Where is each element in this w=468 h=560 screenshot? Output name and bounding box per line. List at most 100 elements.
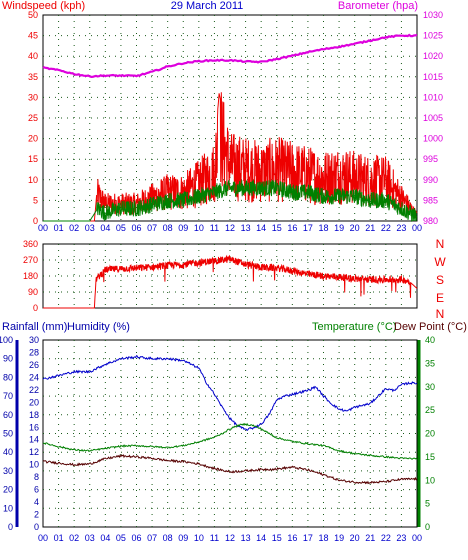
direction-degree-tick: 180 xyxy=(23,271,38,281)
wind-direction-series xyxy=(43,254,418,309)
p3-x-tick: 09 xyxy=(178,533,188,543)
p3-x-tick: 20 xyxy=(350,533,360,543)
p1-x-tick: 00 xyxy=(38,223,48,233)
p1-x-tick: 00 xyxy=(412,223,422,233)
windspeed-tick-label: 40 xyxy=(28,51,38,61)
barometer-tick-label: 980 xyxy=(423,216,438,226)
p1-x-tick: 17 xyxy=(303,223,313,233)
p1-x-tick: 23 xyxy=(396,223,406,233)
p3-x-tick: 11 xyxy=(210,533,219,543)
barometer-tick-label: 1000 xyxy=(423,134,443,144)
humidity-line xyxy=(42,355,418,432)
p3-x-tick: 10 xyxy=(194,533,204,543)
dewpoint-axis-label: Dew Point (°C) xyxy=(394,321,467,333)
humidity-tick-label: 10 xyxy=(3,503,13,513)
p1-x-tick: 15 xyxy=(272,223,282,233)
barometer-tick-label: 1015 xyxy=(423,72,443,82)
windspeed-tick-label: 50 xyxy=(28,10,38,20)
temperature-tick-label: 30 xyxy=(425,382,435,392)
p3-x-tick: 17 xyxy=(303,533,313,543)
barometer-tick-label: 1020 xyxy=(423,51,443,61)
rainfall-tick-label: 24 xyxy=(29,372,39,382)
cardinal-direction-label: E xyxy=(436,291,444,305)
p1-x-tick: 07 xyxy=(147,223,157,233)
p3-x-tick: 08 xyxy=(163,533,173,543)
rainfall-tick-label: 30 xyxy=(29,335,39,345)
barometer-line xyxy=(42,33,418,79)
humidity-tick-label: 90 xyxy=(3,354,13,364)
rainfall-tick-label: 28 xyxy=(29,347,39,357)
humidity-tick-label: 100 xyxy=(0,335,13,345)
temperature-humidity-series xyxy=(42,355,418,485)
wind-barometer-series xyxy=(42,33,418,223)
cardinal-direction-label: N xyxy=(436,237,445,251)
p1-x-tick: 13 xyxy=(241,223,251,233)
windspeed-axis-label: Windspeed (kph) xyxy=(2,0,85,12)
p3-x-tick: 19 xyxy=(334,533,344,543)
windspeed-tick-label: 15 xyxy=(28,154,38,164)
p3-x-tick: 05 xyxy=(116,533,126,543)
p1-x-tick: 21 xyxy=(365,223,375,233)
p1-x-tick: 14 xyxy=(256,223,266,233)
p3-x-tick: 07 xyxy=(147,533,157,543)
cardinal-direction-label: S xyxy=(436,273,444,287)
p3-x-tick: 01 xyxy=(54,533,64,543)
humidity-tick-label: 50 xyxy=(3,429,13,439)
p3-x-tick: 18 xyxy=(318,533,328,543)
p1-x-tick: 11 xyxy=(210,223,219,233)
windspeed-tick-label: 20 xyxy=(28,134,38,144)
p1-x-tick: 12 xyxy=(225,223,235,233)
temperature-humidity-panel: 0102030405060708090100024681012141618202… xyxy=(0,335,435,543)
barometer-tick-label: 1005 xyxy=(423,113,443,123)
windspeed-tick-label: 10 xyxy=(28,175,38,185)
p3-x-tick: 16 xyxy=(287,533,297,543)
p3-x-tick: 03 xyxy=(85,533,95,543)
rainfall-axis-label: Rainfall (mm) xyxy=(2,321,67,333)
temperature-tick-label: 5 xyxy=(425,499,430,509)
rainfall-tick-label: 8 xyxy=(34,472,39,482)
p3-x-tick: 23 xyxy=(396,533,406,543)
cardinal-direction-label: N xyxy=(436,307,445,321)
barometer-tick-label: 1010 xyxy=(423,92,443,102)
p3-x-tick: 02 xyxy=(69,533,79,543)
rainfall-tick-label: 14 xyxy=(29,435,39,445)
temperature-tick-label: 25 xyxy=(425,405,435,415)
p1-x-tick: 16 xyxy=(287,223,297,233)
p1-x-tick: 01 xyxy=(54,223,64,233)
temperature-tick-label: 35 xyxy=(425,358,435,368)
humidity-tick-label: 30 xyxy=(3,466,13,476)
p3-x-tick: 06 xyxy=(131,533,141,543)
humidity-tick-label: 60 xyxy=(3,410,13,420)
barometer-tick-label: 985 xyxy=(423,195,438,205)
direction-degree-tick: 360 xyxy=(23,239,38,249)
rainfall-tick-label: 26 xyxy=(29,360,39,370)
windspeed-tick-label: 30 xyxy=(28,92,38,102)
cardinal-direction-label: W xyxy=(434,255,446,269)
rainfall-tick-label: 22 xyxy=(29,385,39,395)
temperature-axis-label: Temperature (°C) xyxy=(312,321,396,333)
temperature-tick-label: 0 xyxy=(425,522,430,532)
rainfall-tick-label: 20 xyxy=(29,397,39,407)
windspeed-tick-label: 25 xyxy=(28,113,38,123)
humidity-tick-label: 80 xyxy=(3,372,13,382)
rainfall-tick-label: 16 xyxy=(29,422,39,432)
p1-x-tick: 20 xyxy=(350,223,360,233)
barometer-axis-label: Barometer (hpa) xyxy=(338,0,418,12)
temperature-tick-label: 40 xyxy=(425,335,435,345)
rainfall-tick-label: 4 xyxy=(34,497,39,507)
p3-x-tick: 15 xyxy=(272,533,282,543)
rainfall-tick-label: 10 xyxy=(29,460,39,470)
p1-x-tick: 02 xyxy=(69,223,79,233)
direction-degree-tick: 90 xyxy=(28,287,38,297)
p1-x-tick: 03 xyxy=(85,223,95,233)
windspeed-tick-label: 5 xyxy=(33,195,38,205)
p1-x-tick: 04 xyxy=(100,223,110,233)
p1-x-tick: 18 xyxy=(318,223,328,233)
p3-x-tick: 13 xyxy=(241,533,251,543)
p1-x-tick: 10 xyxy=(194,223,204,233)
temperature-tick-label: 20 xyxy=(425,429,435,439)
p3-x-tick: 00 xyxy=(38,533,48,543)
chart-title: 29 March 2011 xyxy=(171,0,244,12)
